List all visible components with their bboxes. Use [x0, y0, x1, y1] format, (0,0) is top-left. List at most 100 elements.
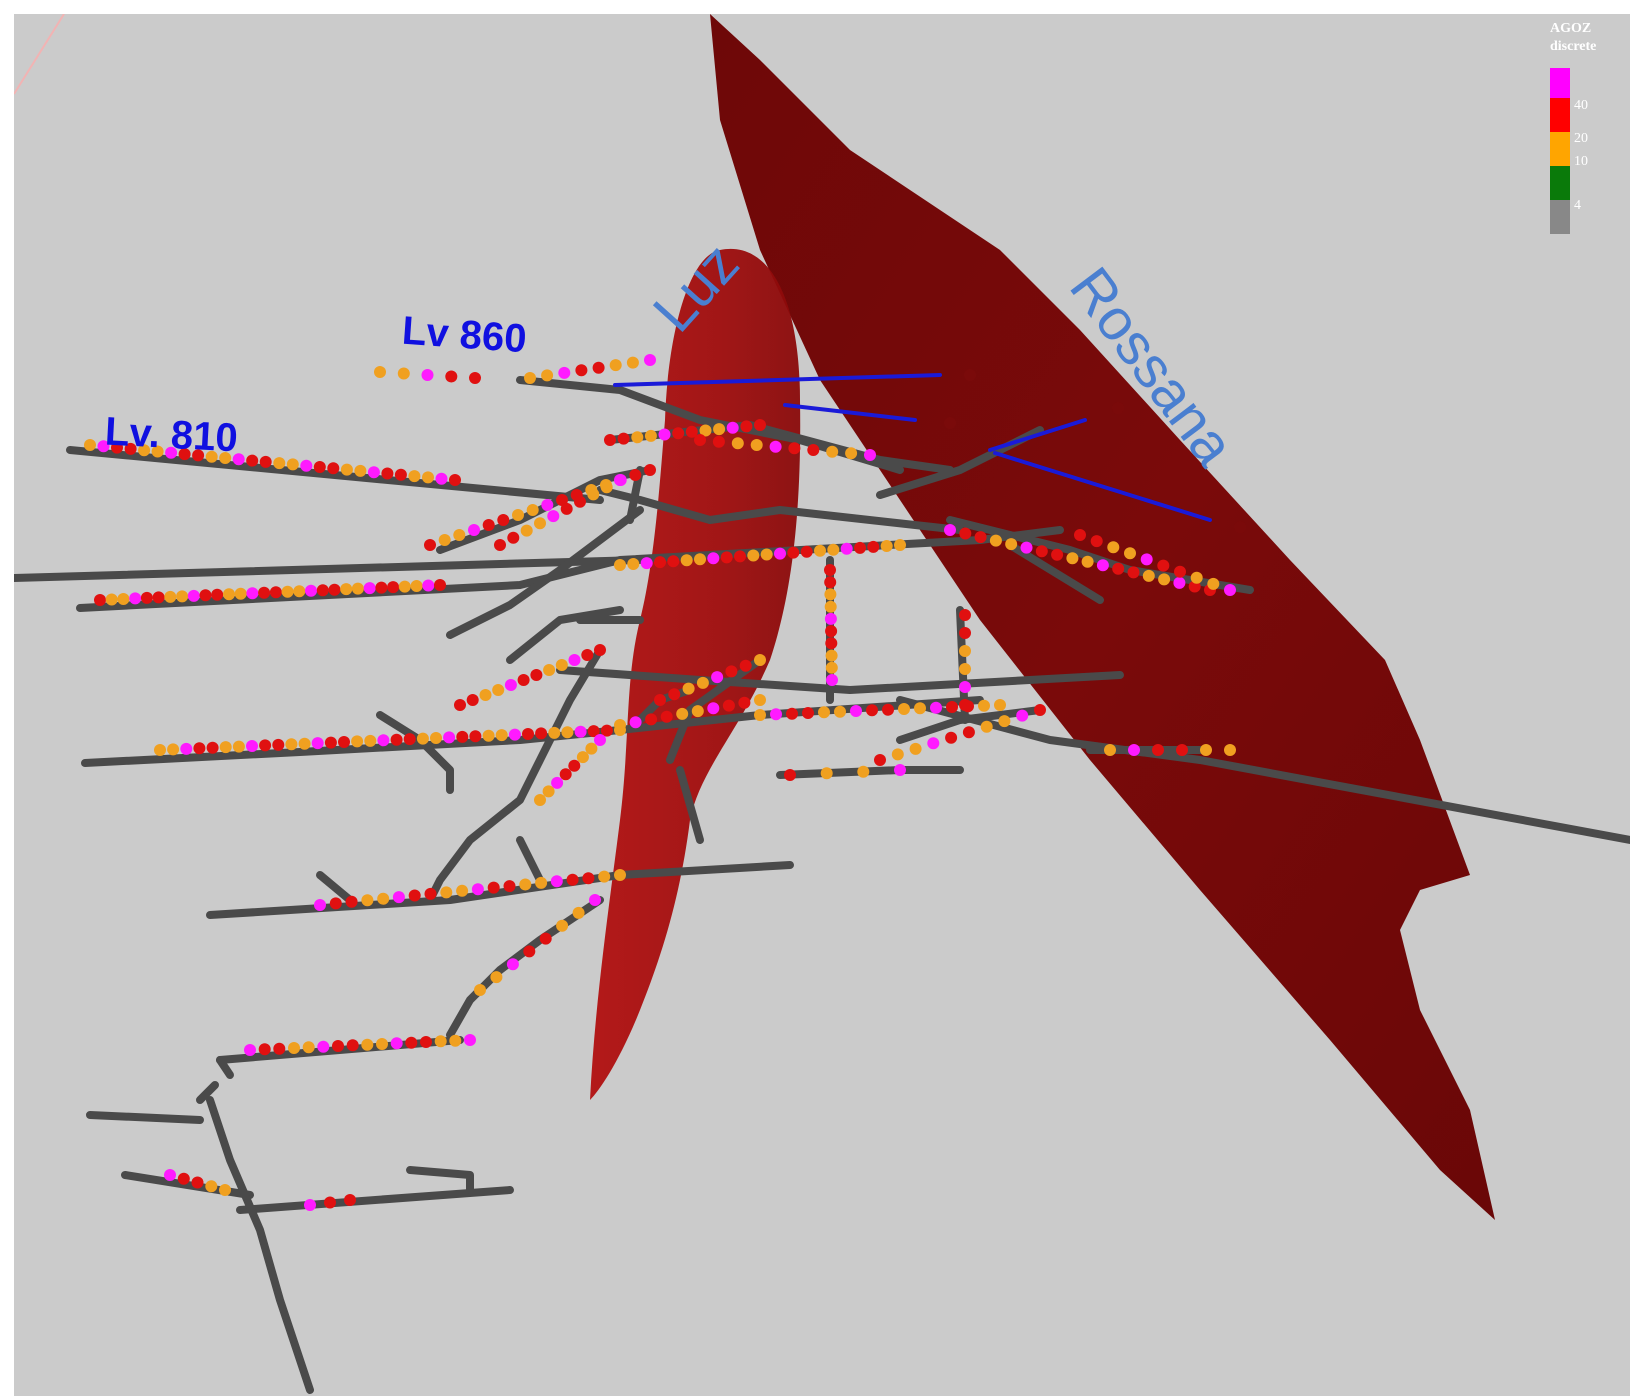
- sample-dot: [494, 539, 506, 551]
- sample-dot: [840, 542, 853, 555]
- sample-dot: [187, 589, 200, 602]
- sample-dot: [558, 366, 571, 379]
- sample-dot: [344, 1194, 356, 1206]
- mine-model-scene[interactable]: [14, 14, 1630, 1396]
- sample-dot: [959, 527, 972, 540]
- sample-dot: [654, 556, 666, 569]
- sample-dot: [298, 737, 311, 750]
- sample-dot: [626, 356, 639, 369]
- sample-dot: [440, 886, 453, 899]
- sample-dot: [814, 544, 826, 557]
- sample-dot: [503, 880, 516, 893]
- sample-dot: [1035, 545, 1048, 558]
- sample-dot: [324, 736, 337, 749]
- sample-dot: [574, 725, 587, 738]
- sample-dot: [691, 705, 704, 718]
- sample-dot: [165, 446, 178, 459]
- sample-dot: [314, 899, 326, 911]
- legend-swatch-orange: [1550, 132, 1570, 166]
- sample-dot: [497, 514, 510, 526]
- sample-dot: [223, 588, 235, 601]
- drillholes: [613, 373, 1212, 522]
- sample-dot: [445, 370, 458, 383]
- sample-dot: [802, 707, 814, 719]
- sample-dot: [530, 669, 543, 681]
- sample-dot: [614, 719, 626, 731]
- sample-dot: [548, 726, 561, 739]
- sample-dot: [640, 557, 653, 570]
- sample-dot: [164, 590, 177, 603]
- sample-dot: [468, 524, 480, 536]
- sample-dot: [138, 444, 151, 457]
- sample-dot: [272, 738, 285, 751]
- sample-dot: [140, 591, 153, 604]
- sample-dot: [454, 699, 466, 711]
- sample-dot: [568, 759, 581, 772]
- sample-dot: [754, 654, 766, 666]
- sample-dot: [826, 445, 839, 458]
- sample-dot: [866, 704, 878, 717]
- sample-dot: [556, 919, 569, 932]
- sample-dot: [246, 454, 259, 467]
- sample-dot: [535, 727, 548, 740]
- sample-dot: [443, 731, 456, 744]
- sample-dot: [980, 720, 993, 733]
- sample-dot: [1152, 744, 1164, 756]
- sample-dot: [246, 587, 259, 600]
- sample-dot: [232, 740, 245, 753]
- sample-dot: [874, 754, 886, 766]
- sample-dot: [959, 699, 971, 711]
- sample-dot: [543, 664, 556, 676]
- sample-dot: [959, 627, 971, 639]
- sample-dot: [644, 429, 657, 442]
- sample-dot: [534, 517, 546, 530]
- sample-dot: [834, 705, 846, 718]
- sample-dot: [374, 366, 386, 378]
- sample-dot: [850, 705, 862, 717]
- sample-dot: [827, 543, 840, 556]
- sample-dot: [84, 439, 96, 451]
- sample-dot: [738, 696, 751, 709]
- sample-dot: [551, 776, 564, 789]
- sample-dot: [598, 870, 611, 883]
- sample-dot: [129, 592, 142, 605]
- legend-tick-40: 40: [1574, 98, 1588, 113]
- sample-dot: [818, 706, 830, 719]
- sample-dot: [539, 932, 552, 945]
- sample-dot: [998, 715, 1011, 728]
- sample-dot: [97, 440, 110, 453]
- sample-dot: [471, 883, 484, 896]
- 3d-viewport[interactable]: [14, 14, 1630, 1396]
- sample-dot: [490, 971, 503, 984]
- sample-dot: [1034, 704, 1046, 716]
- sample-dot: [754, 709, 766, 721]
- sample-dot: [305, 584, 317, 597]
- sample-dot: [180, 742, 193, 755]
- sample-dot: [316, 584, 329, 597]
- sample-dot: [340, 463, 353, 476]
- sample-dot: [456, 884, 469, 897]
- sample-dot: [376, 1038, 388, 1050]
- sample-dot: [722, 699, 735, 712]
- sample-dot: [1207, 577, 1220, 590]
- sample-dot: [825, 625, 838, 638]
- sample-dot: [825, 649, 838, 662]
- sample-dot: [720, 551, 733, 564]
- sample-dot: [495, 729, 508, 742]
- sample-dot: [258, 1043, 271, 1056]
- sample-dot: [408, 889, 421, 902]
- sample-dot: [332, 1040, 344, 1052]
- sample-dot: [351, 582, 364, 595]
- sample-dot: [1090, 535, 1103, 548]
- sample-dot: [1173, 576, 1186, 589]
- sample-dot: [519, 878, 532, 891]
- sample-dot: [487, 881, 500, 894]
- sample-dot: [520, 524, 533, 537]
- sample-dot: [193, 742, 206, 755]
- sample-dot: [288, 1042, 300, 1054]
- sample-dot: [1174, 565, 1186, 578]
- sample-dot: [1140, 553, 1153, 566]
- sample-dot: [94, 594, 106, 606]
- sample-dot: [824, 600, 837, 613]
- sample-dot: [825, 661, 838, 674]
